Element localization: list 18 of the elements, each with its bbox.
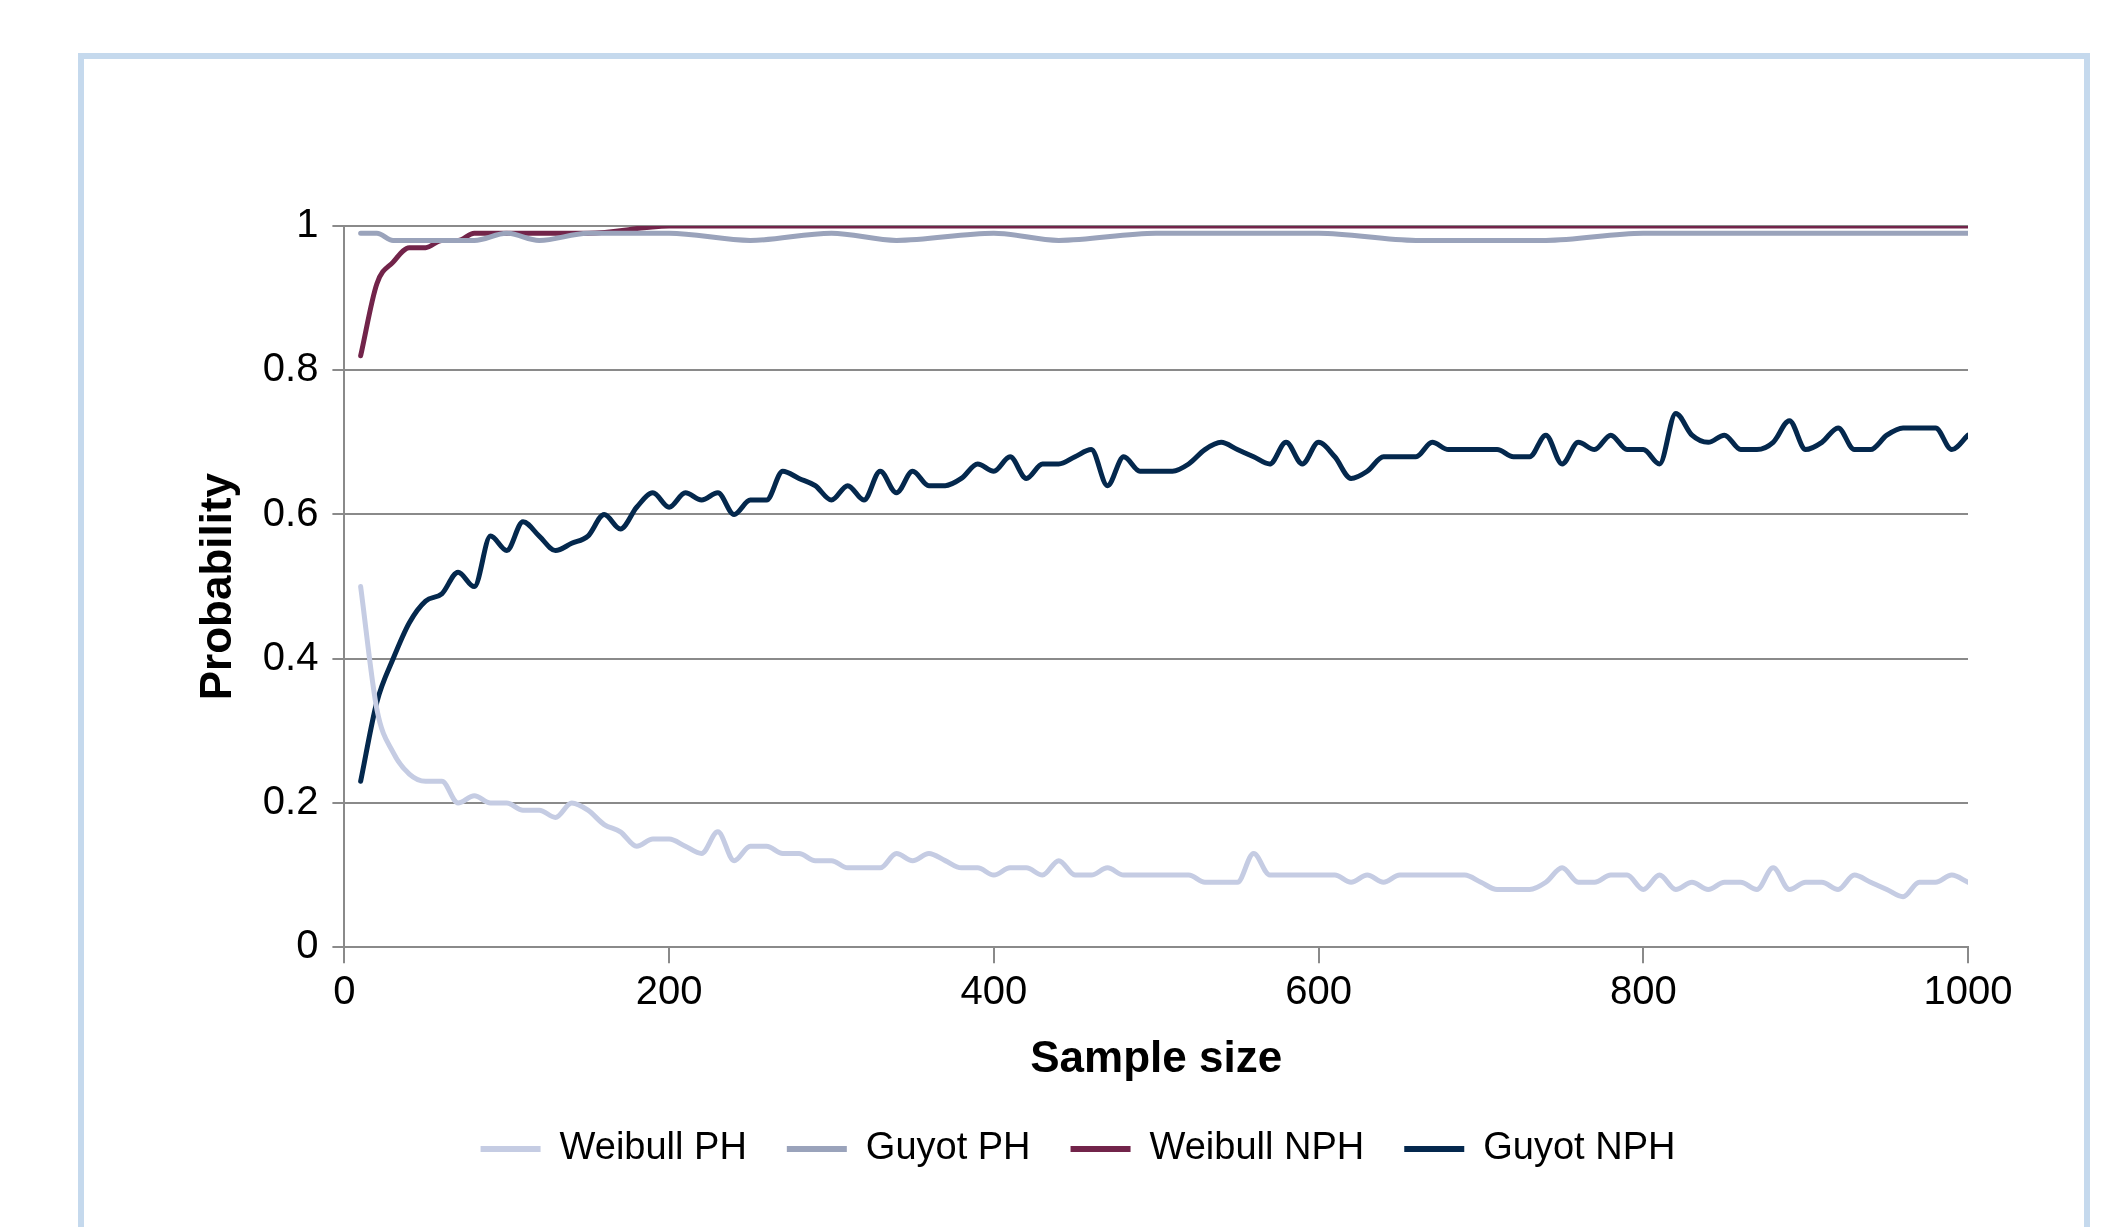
legend-label: Weibull NPH [1149,1125,1365,1168]
x-tick-label: 800 [1609,968,1677,1013]
y-tick-label: 0.2 [262,777,319,822]
x-tick-label: 0 [333,968,356,1013]
y-tick-label: 0.6 [262,489,319,534]
x-tick-label: 200 [635,968,703,1013]
y-tick-label: 0.8 [262,345,319,390]
y-tick-label: 0 [296,922,319,967]
legend-label: Guyot PH [865,1125,1031,1168]
y-tick-label: 0.4 [262,633,319,678]
x-tick-label: 1000 [1923,968,2013,1013]
x-tick-label: 600 [1285,968,1352,1013]
legend-label: Guyot NPH [1483,1125,1676,1168]
y-axis-title: Probability [190,472,240,701]
x-tick-label: 400 [960,968,1028,1013]
legend-label: Weibull PH [559,1125,747,1168]
x-axis-title: Sample size [1030,1031,1283,1081]
y-tick-label: 1 [296,201,319,246]
